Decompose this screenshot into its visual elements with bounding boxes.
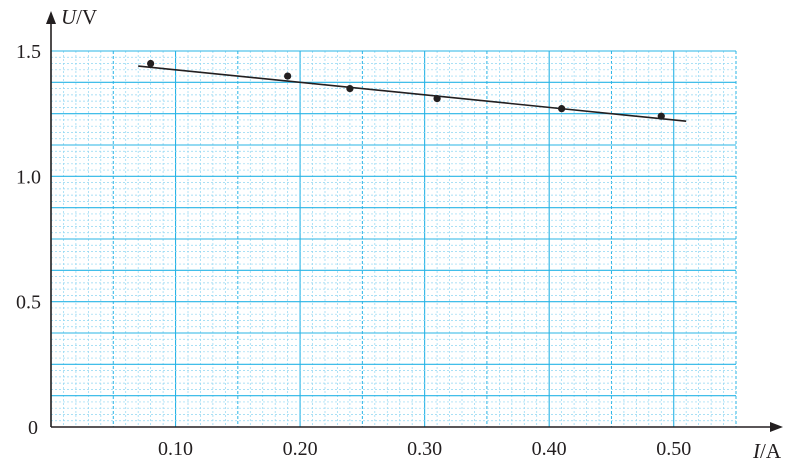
x-tick-label: 0.20 — [283, 438, 318, 460]
y-tick-label: 1.0 — [16, 166, 41, 188]
x-axis-label: I/A — [752, 439, 782, 463]
y-axis-arrow-icon — [46, 11, 56, 24]
y-axis-label-unit: /V — [76, 5, 97, 29]
y-axis-label: U/V — [61, 5, 97, 29]
x-tick-label: 0.50 — [656, 438, 691, 460]
tick-labels: 0.10 0.20 0.30 0.40 0.50 0.5 1.0 1.5 — [16, 41, 691, 460]
y-tick-label: 1.5 — [16, 41, 41, 63]
x-tick-label: 0.30 — [407, 438, 442, 460]
x-tick-label: 0.40 — [532, 438, 567, 460]
x-tick-label: 0.10 — [158, 438, 193, 460]
data-points — [147, 59, 665, 120]
data-point — [346, 85, 354, 93]
y-axis-label-var: U — [61, 5, 78, 29]
axes — [46, 11, 783, 432]
data-point — [147, 59, 155, 68]
data-point — [284, 72, 292, 80]
fit-line — [138, 65, 687, 122]
fit-line-group — [138, 65, 687, 122]
origin-label: 0 — [28, 417, 38, 439]
data-point — [558, 105, 566, 113]
x-axis-label-unit: /A — [760, 439, 782, 463]
x-axis-arrow-icon — [770, 422, 783, 432]
grid — [50, 50, 737, 428]
data-point — [433, 95, 441, 103]
data-point — [657, 112, 665, 120]
x-axis-label-var: I — [752, 439, 761, 463]
y-tick-label: 0.5 — [16, 292, 41, 314]
